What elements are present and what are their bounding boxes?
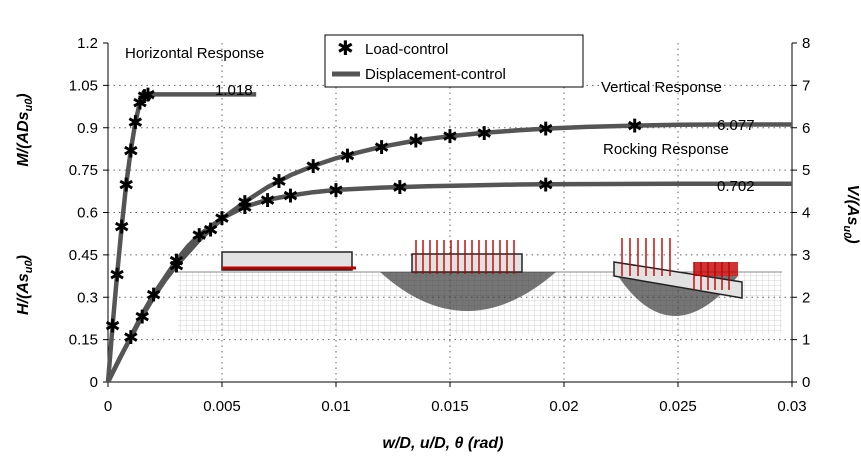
y-left-tick-label: 0 [90, 374, 98, 391]
vertical-footing [412, 254, 522, 272]
x-axis-label: w/D, u/D, θ (rad) [383, 435, 504, 452]
x-tick-label: 0.015 [431, 398, 469, 415]
y-right-tick-label: 0 [802, 374, 810, 391]
data-point-marker: ✱ [627, 117, 643, 138]
rocking-traction-block [694, 262, 738, 276]
data-point-marker: ✱ [134, 307, 150, 328]
y-left-tick-label: 0.3 [77, 289, 98, 306]
data-point-marker: ✱ [123, 141, 139, 162]
data-point-marker: ✱ [442, 127, 458, 148]
legend-asterisk-marker: ✱ [337, 38, 354, 60]
data-point-marker: ✱ [374, 138, 390, 159]
data-point-marker: ✱ [127, 113, 143, 134]
vertical-value-label: 6.077 [717, 117, 755, 134]
data-point-marker: ✱ [408, 131, 424, 152]
data-point-marker: ✱ [140, 85, 156, 106]
y-left-tick-label: 0.15 [69, 332, 98, 349]
data-point-marker: ✱ [146, 285, 162, 306]
horizontal-response-label: Horizontal Response [125, 45, 264, 62]
data-point-marker: ✱ [339, 146, 355, 167]
data-point-marker: ✱ [109, 266, 125, 287]
data-point-marker: ✱ [114, 218, 130, 239]
data-point-marker: ✱ [105, 317, 121, 338]
horizontal-value-label: 1.018 [215, 82, 253, 99]
data-point-marker: ✱ [168, 252, 184, 273]
y-right-tick-label: 8 [802, 35, 810, 52]
y-right-tick-label: 6 [802, 120, 810, 137]
y-right-tick-label: 4 [802, 205, 810, 222]
data-point-marker: ✱ [123, 328, 139, 349]
data-point-marker: ✱ [118, 175, 134, 196]
rocking-response-label: Rocking Response [603, 141, 729, 158]
y-right-axis-label: V/(Asu0) [841, 184, 861, 243]
y-left-tick-label: 1.05 [69, 77, 98, 94]
x-tick-label: 0.03 [777, 398, 806, 415]
legend-label-load-control: Load-control [365, 41, 448, 58]
x-tick-label: 0.02 [549, 398, 578, 415]
x-tick-label: 0.01 [321, 398, 350, 415]
data-point-marker: ✱ [191, 226, 207, 247]
x-tick-label: 0.025 [659, 398, 697, 415]
data-point-marker: ✱ [260, 191, 276, 212]
rocking-value-label: 0.702 [717, 178, 755, 195]
data-point-marker: ✱ [538, 175, 554, 196]
y-left-tick-label: 0.75 [69, 162, 98, 179]
x-tick-label: 0 [104, 398, 112, 415]
data-point-marker: ✱ [305, 157, 321, 178]
y-left-tick-label: 1.2 [77, 35, 98, 52]
y-right-tick-label: 1 [802, 332, 810, 349]
y-right-tick-label: 3 [802, 247, 810, 264]
x-tick-label: 0.005 [203, 398, 241, 415]
y-left-tick-label: 0.9 [77, 120, 98, 137]
data-point-marker: ✱ [392, 178, 408, 199]
y-right-tick-label: 5 [802, 162, 810, 179]
vertical-response-label: Vertical Response [601, 79, 722, 96]
legend-label-displacement-control: Displacement-control [365, 66, 506, 83]
data-point-marker: ✱ [237, 198, 253, 219]
y-right-tick-label: 7 [802, 77, 810, 94]
data-point-marker: ✱ [476, 124, 492, 145]
finite-element-mesh-illustration [178, 238, 782, 334]
y-left-tick-label: 0.6 [77, 205, 98, 222]
data-point-marker: ✱ [282, 187, 298, 208]
data-point-marker: ✱ [538, 120, 554, 141]
y-left-outer-axis-label: H/(Asu0) [15, 255, 35, 315]
y-right-tick-label: 2 [802, 289, 810, 306]
legend: ✱ Load-control Displacement-control [325, 35, 583, 87]
data-point-marker: ✱ [328, 181, 344, 202]
data-point-marker: ✱ [214, 209, 230, 230]
y-left-tick-label: 0.45 [69, 247, 98, 264]
y-left-inner-axis-label: M/(ADsu0) [15, 93, 35, 166]
